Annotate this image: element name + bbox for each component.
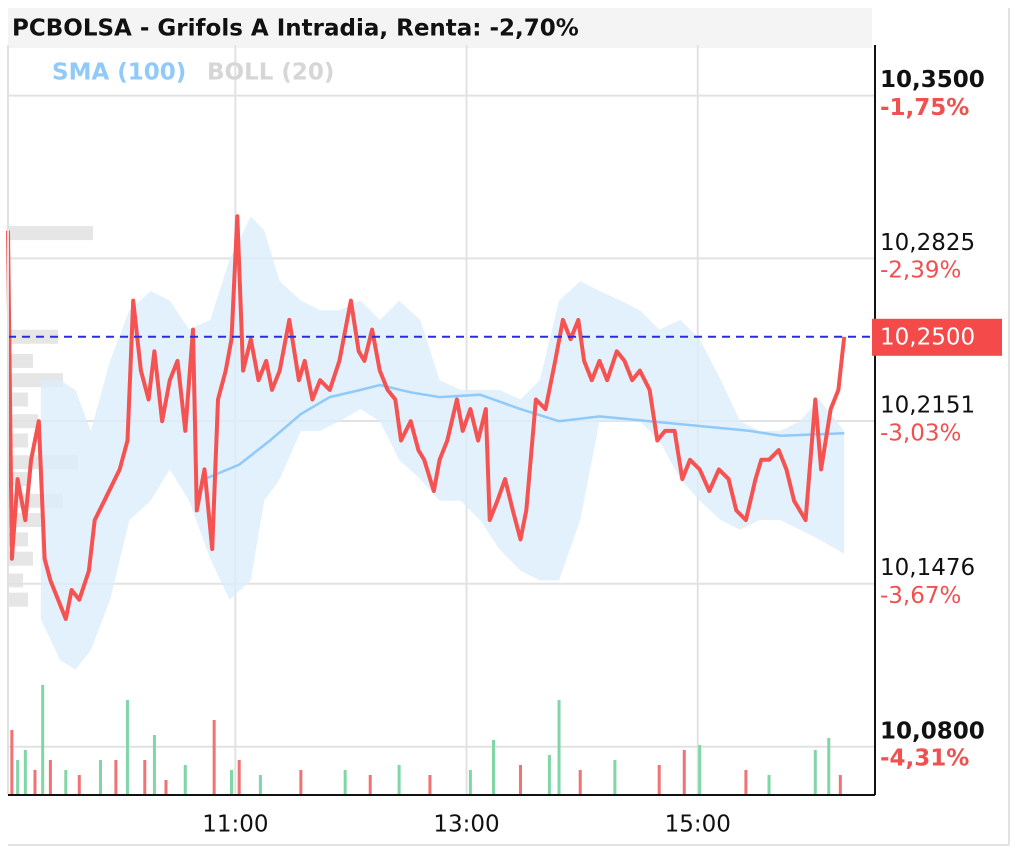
- legend-entry: SMA (100): [52, 60, 186, 86]
- volume-profile-bar: [8, 392, 28, 407]
- volume-bar: [10, 730, 14, 795]
- volume-bar: [77, 775, 81, 795]
- volume-bar: [468, 770, 472, 795]
- volume-bar: [492, 740, 496, 795]
- y2-tick-label: -1,75%: [880, 95, 969, 121]
- last-price-label: 10,2500: [880, 324, 975, 350]
- y2-tick-label: -3,67%: [880, 583, 961, 609]
- volume-bar: [698, 745, 702, 795]
- x-tick-label: 11:00: [202, 812, 268, 838]
- y-tick-label: 10,3500: [880, 67, 985, 93]
- volume-profile-bar: [8, 592, 28, 607]
- volume-bar: [48, 760, 52, 795]
- y-tick-label: 10,2151: [880, 392, 975, 418]
- volume-bar: [183, 765, 187, 795]
- volume-bar: [397, 765, 401, 795]
- volume-bar: [114, 760, 118, 795]
- volume-profile-bar: [8, 433, 28, 448]
- volume-bar: [212, 720, 216, 795]
- volume-bar: [557, 700, 561, 795]
- volume-bar: [125, 700, 129, 795]
- volume-bar: [578, 770, 582, 795]
- volume-bar: [428, 775, 432, 795]
- plot-layer: 10,3500 10,2825 10,2151 10,1476 10,0800 -1,75…: [6, 8, 1010, 846]
- y2-tick-label: -3,03%: [880, 420, 961, 446]
- volume-bar: [64, 770, 68, 795]
- sma-line: [204, 383, 845, 481]
- volume-bar: [767, 775, 771, 795]
- volume-bar: [657, 765, 661, 795]
- x-tick-label: 13:00: [433, 812, 499, 838]
- y-tick-label: 10,0800: [880, 718, 985, 744]
- volume-bar: [744, 770, 748, 795]
- title-band: [8, 8, 872, 48]
- x-tick-label: 15:00: [665, 812, 731, 838]
- volume-bar: [98, 760, 102, 795]
- volume-bar: [258, 775, 262, 795]
- volume-bar: [16, 760, 20, 795]
- volume-bar: [299, 770, 303, 795]
- y-tick-label: 10,1476: [880, 555, 975, 581]
- volume-bar: [827, 738, 831, 795]
- volume-bar: [343, 770, 347, 795]
- price-line: [6, 214, 847, 621]
- volume-bar: [237, 760, 241, 795]
- y-tick-label: 10,2825: [880, 230, 975, 256]
- volume-bar: [33, 770, 37, 795]
- legend-entry: BOLL (20): [207, 60, 334, 86]
- volume-profile-bar: [8, 573, 23, 588]
- volume-bar: [547, 755, 551, 795]
- volume-bar: [682, 750, 686, 795]
- volume-profile-bar: [8, 353, 33, 368]
- volume-bar: [143, 760, 147, 795]
- volume-bar: [613, 760, 617, 795]
- volume-profile-bar: [8, 226, 93, 241]
- y2-tick-label: -2,39%: [880, 258, 961, 284]
- y2-tick-label: -4,31%: [880, 745, 969, 771]
- volume-bar: [838, 775, 842, 795]
- volume-bar: [368, 775, 372, 795]
- chart-title: PCBOLSA - Grifols A Intradia, Renta: -2,…: [12, 16, 579, 42]
- last-price-box: [872, 318, 1002, 356]
- volume-bar: [518, 765, 522, 795]
- volume-profile-bar: [8, 551, 33, 566]
- volume-profile-bar: [8, 329, 58, 344]
- volume-bar: [152, 735, 156, 795]
- volume-bar: [41, 685, 45, 795]
- volume-bar: [813, 750, 817, 795]
- volume-bar: [229, 770, 233, 795]
- volume-bar: [23, 750, 27, 795]
- volume-bar: [164, 780, 168, 795]
